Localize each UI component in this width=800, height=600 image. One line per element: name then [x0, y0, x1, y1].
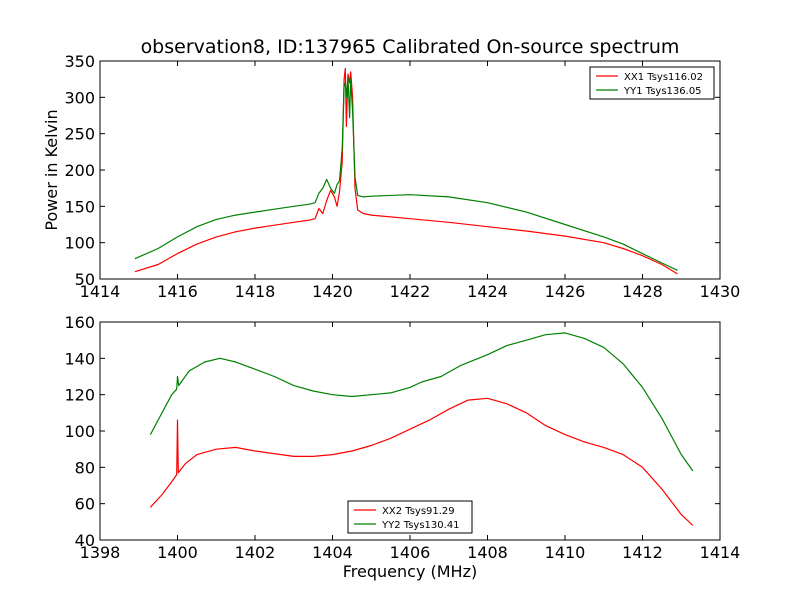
y-tick-label: 100 — [64, 234, 95, 253]
x-tick-label: 1414 — [80, 282, 121, 301]
y-tick-label: 150 — [64, 197, 95, 216]
x-tick-label: 1412 — [622, 543, 663, 562]
x-tick-label: 1414 — [700, 543, 741, 562]
x-tick-label: 1428 — [622, 282, 663, 301]
x-tick-label: 1426 — [545, 282, 586, 301]
legend-box — [347, 500, 473, 534]
y-tick-label: 120 — [64, 386, 95, 405]
x-tick-label: 1408 — [467, 543, 508, 562]
y-tick-label: 80 — [75, 458, 95, 477]
series-line-yy-panel-1 — [149, 332, 694, 472]
y-tick-label: 140 — [64, 349, 95, 368]
y-tick-label: 100 — [64, 422, 95, 441]
bottom-spectrum-panel: 1398 1400 1402 1404 1406 1408 1410 1412 1414 40 60… — [64, 313, 740, 581]
y-tick-label: 300 — [64, 88, 95, 107]
legend-entry: XX1 Tsys116.02 — [624, 72, 703, 83]
x-tick-label: 1410 — [545, 543, 586, 562]
x-tick-label: 1406 — [390, 543, 431, 562]
y-tick-label: 50 — [75, 270, 95, 289]
x-tick-label: 1420 — [312, 282, 353, 301]
series-line-xx-panel-0 — [134, 67, 678, 275]
x-tick-label: 1402 — [235, 543, 276, 562]
x-tick-label: 1404 — [312, 543, 353, 562]
y-tick-label: 160 — [64, 313, 95, 332]
legend: XX1 Tsys116.02 YY1 Tsys136.05 — [589, 66, 715, 100]
y-tick-label: 350 — [64, 52, 95, 71]
y-tick-label: 60 — [75, 495, 95, 514]
x-axis-label: Frequency (MHz) — [343, 562, 477, 581]
x-tick-label: 1422 — [390, 282, 431, 301]
top-spectrum-panel: 1414 1416 1418 1420 1422 1424 1426 1428 1430 50 10… — [42, 52, 740, 301]
x-tick-label: 1430 — [700, 282, 741, 301]
y-axis-label: Power in Kelvin — [42, 109, 61, 230]
legend: XX2 Tsys91.29 YY2 Tsys130.41 — [347, 500, 473, 534]
legend-entry: XX2 Tsys91.29 — [382, 506, 455, 517]
series-line-yy-panel-0 — [134, 76, 678, 271]
x-tick-label: 1416 — [157, 282, 198, 301]
x-tick-label: 1418 — [235, 282, 276, 301]
x-tick-label: 1400 — [157, 543, 198, 562]
series-line-xx-panel-1 — [149, 397, 694, 526]
legend-entry: YY2 Tsys130.41 — [381, 520, 460, 531]
legend-box — [589, 66, 715, 100]
chart-title-top: observation8, ID:137965 Calibrated On-so… — [141, 36, 680, 58]
y-tick-label: 250 — [64, 125, 95, 144]
y-tick-label: 40 — [75, 531, 95, 550]
x-tick-label: 1398 — [80, 543, 121, 562]
y-tick-label: 200 — [64, 161, 95, 180]
legend-entry: YY1 Tsys136.05 — [623, 86, 702, 97]
x-tick-label: 1424 — [467, 282, 508, 301]
